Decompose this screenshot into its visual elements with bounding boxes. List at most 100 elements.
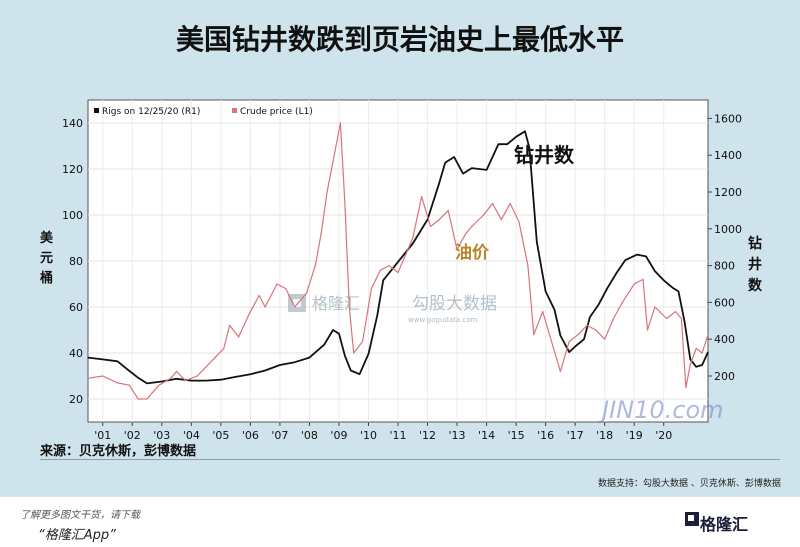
series-point-1-26 bbox=[335, 145, 337, 147]
right-tick-label-3: 800 bbox=[714, 260, 735, 273]
series-point-0-61 bbox=[701, 364, 703, 366]
series-point-1-39 bbox=[429, 225, 432, 228]
series-point-0-19 bbox=[338, 333, 340, 335]
series-point-0-54 bbox=[654, 270, 656, 272]
series-point-1-49 bbox=[518, 221, 520, 223]
x-tick-label-7: '08 bbox=[301, 429, 318, 442]
series-point-1-73 bbox=[707, 334, 709, 336]
series-point-1-4 bbox=[137, 398, 139, 400]
right-tick-label-4: 1000 bbox=[714, 223, 742, 236]
series-point-0-18 bbox=[332, 329, 334, 331]
gogudata-url-watermark: www.gogudata.com bbox=[408, 316, 477, 324]
series-point-0-62 bbox=[707, 351, 709, 353]
series-point-0-52 bbox=[636, 254, 638, 256]
series-point-0-20 bbox=[344, 355, 346, 357]
x-tick-label-4: '05 bbox=[212, 429, 229, 442]
series-point-0-53 bbox=[645, 255, 647, 257]
x-tick-label-3: '04 bbox=[183, 429, 200, 442]
series-point-1-8 bbox=[176, 370, 178, 372]
series-point-1-15 bbox=[238, 336, 240, 338]
series-point-1-28 bbox=[344, 202, 346, 205]
series-point-0-11 bbox=[235, 376, 237, 378]
series-point-0-37 bbox=[515, 136, 517, 138]
series-point-0-41 bbox=[545, 290, 547, 292]
series-point-0-39 bbox=[528, 147, 531, 149]
series-point-1-27 bbox=[339, 122, 341, 124]
left-axis-label-3: 桶 bbox=[39, 270, 53, 286]
series-point-1-60 bbox=[612, 317, 615, 320]
series-point-0-49 bbox=[607, 287, 609, 289]
series-point-0-33 bbox=[471, 167, 473, 169]
x-tick-label-5: '06 bbox=[242, 429, 259, 442]
series-point-1-20 bbox=[285, 288, 287, 290]
series-point-1-56 bbox=[577, 334, 579, 336]
x-tick-label-0: '01 bbox=[94, 429, 111, 442]
series-point-1-43 bbox=[465, 232, 467, 234]
series-point-0-55 bbox=[663, 279, 665, 281]
legend: Rigs on 12/25/20 (R1) Crude price (L1) bbox=[94, 107, 313, 117]
series-point-1-62 bbox=[633, 283, 635, 285]
series-point-0-5 bbox=[146, 382, 148, 384]
footer bbox=[0, 497, 800, 547]
x-tick-label-16: '17 bbox=[567, 429, 584, 442]
left-tick-label-1: 40 bbox=[69, 347, 83, 360]
series-point-1-61 bbox=[621, 301, 624, 303]
right-tick-label-1: 400 bbox=[714, 333, 735, 346]
series-point-0-47 bbox=[589, 316, 591, 318]
series-point-1-66 bbox=[666, 317, 668, 320]
series-point-1-10 bbox=[196, 375, 198, 377]
legend-swatch-crude bbox=[232, 108, 237, 113]
series-point-0-8 bbox=[190, 380, 192, 382]
series-point-0-4 bbox=[137, 377, 139, 379]
series-point-1-41 bbox=[447, 209, 449, 211]
series-point-0-56 bbox=[672, 287, 674, 289]
series-point-0-25 bbox=[382, 279, 384, 281]
footer-brand[interactable]: 格隆汇 bbox=[700, 515, 749, 534]
series-point-0-38 bbox=[524, 130, 526, 132]
x-tick-label-15: '16 bbox=[537, 429, 554, 442]
line-chart: 20 40 60 80 100 120 140 200 400 600 800 1000 1200 140… bbox=[39, 99, 763, 442]
series-lines bbox=[87, 122, 709, 400]
series-point-1-35 bbox=[397, 271, 399, 274]
right-axis-label-2: 井 bbox=[748, 256, 762, 273]
x-tick-label-14: '15 bbox=[508, 429, 525, 442]
series-point-1-69 bbox=[685, 386, 687, 389]
series-point-0-50 bbox=[615, 272, 618, 274]
series-point-0-36 bbox=[506, 143, 508, 145]
series-point-0-0 bbox=[87, 357, 89, 359]
series-point-0-7 bbox=[176, 378, 178, 380]
x-tick-label-10: '11 bbox=[389, 429, 406, 442]
series-point-1-59 bbox=[604, 338, 606, 340]
series-point-0-58 bbox=[683, 320, 686, 322]
series-point-0-29 bbox=[438, 182, 440, 184]
series-point-0-60 bbox=[695, 366, 697, 368]
series-point-0-45 bbox=[574, 346, 576, 348]
series-point-1-55 bbox=[568, 340, 570, 343]
series-point-0-27 bbox=[412, 242, 414, 245]
series-point-0-30 bbox=[444, 162, 446, 164]
legend-label-crude: Crude price (L1) bbox=[240, 107, 313, 117]
series-point-1-52 bbox=[542, 311, 544, 313]
series-point-1-31 bbox=[362, 340, 364, 343]
series-point-1-0 bbox=[87, 377, 89, 379]
series-point-1-2 bbox=[116, 382, 119, 384]
series-point-1-37 bbox=[412, 237, 414, 239]
series-point-0-22 bbox=[359, 373, 361, 375]
series-point-1-70 bbox=[689, 363, 691, 366]
right-axis-label-3: 数 bbox=[748, 277, 763, 294]
footer-app-name[interactable]: “格隆汇App” bbox=[38, 528, 116, 543]
series-point-1-57 bbox=[586, 324, 588, 326]
right-axis-label: 钻 井 数 bbox=[748, 235, 763, 294]
data-support-note: 数据支持：勾股大数据 、贝克休斯、彭博数据 bbox=[598, 479, 781, 489]
series-point-0-32 bbox=[462, 173, 464, 175]
series-point-0-17 bbox=[323, 344, 325, 346]
series-point-1-42 bbox=[456, 248, 458, 251]
series-point-0-21 bbox=[350, 369, 352, 372]
jin10-watermark: JIN10.com bbox=[598, 396, 724, 424]
axes: 20 40 60 80 100 120 140 200 400 600 800 1000 1200 140… bbox=[62, 112, 742, 442]
gelonghui-watermark: 格隆汇 bbox=[312, 294, 360, 313]
gelonghui-logo-icon bbox=[685, 512, 699, 526]
series-point-1-65 bbox=[654, 306, 656, 308]
series-point-0-40 bbox=[536, 241, 538, 243]
series-point-1-46 bbox=[491, 202, 494, 205]
